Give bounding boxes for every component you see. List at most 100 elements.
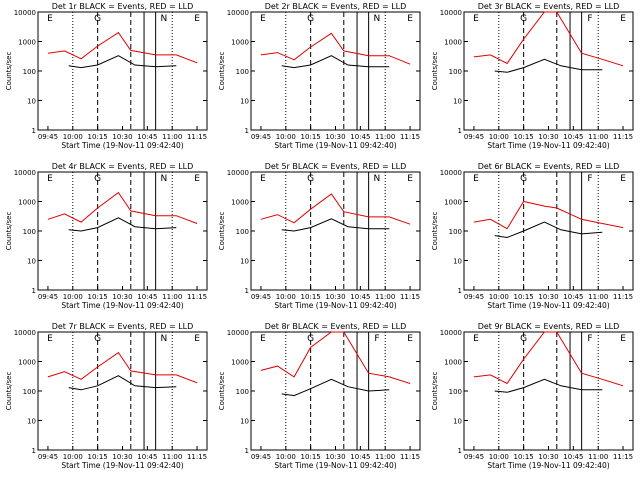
lld-series-line <box>473 331 624 387</box>
events-series-line <box>494 221 603 239</box>
plot-frame <box>463 331 634 451</box>
y-tick-label: 100 <box>236 68 249 76</box>
x-tick-label: 10:15 <box>301 293 321 301</box>
marker-label: N <box>374 14 381 24</box>
marker-label: E <box>260 174 266 184</box>
x-tick-label: 10:45 <box>563 293 583 301</box>
panel-title: Det 7r BLACK = Events, RED = LLD <box>52 322 194 331</box>
x-tick-label: 11:15 <box>400 133 420 141</box>
y-tick-label: 1000 <box>444 39 462 47</box>
x-tick-label: 10:30 <box>325 453 345 461</box>
y-tick-label: 1000 <box>444 359 462 367</box>
x-tick-label: 10:30 <box>538 133 558 141</box>
x-tick-label: 10:30 <box>325 133 345 141</box>
plot-frame <box>250 331 421 451</box>
x-tick-label: 10:45 <box>137 453 157 461</box>
marker-label: G <box>520 334 527 344</box>
y-tick-label: 10000 <box>14 169 36 177</box>
y-tick-label: 100 <box>449 388 462 396</box>
marker-label: E <box>260 14 266 24</box>
x-tick-label: 10:00 <box>276 133 296 141</box>
x-tick-label: 11:00 <box>375 453 395 461</box>
marker-label: E <box>620 334 626 344</box>
x-tick-label: 11:00 <box>162 293 182 301</box>
y-tick-label: 10000 <box>440 169 462 177</box>
lld-series-line <box>260 32 411 65</box>
x-axis-label: Start Time (19-Nov-11 09:42:40) <box>487 461 609 470</box>
x-tick-label: 09:45 <box>38 133 58 141</box>
lld-series-line <box>47 31 198 64</box>
events-series-line <box>281 378 390 397</box>
x-axis-label: Start Time (19-Nov-11 09:42:40) <box>61 141 183 150</box>
events-series-line <box>281 218 390 232</box>
marker-label: E <box>194 174 200 184</box>
x-tick-label: 10:00 <box>489 293 509 301</box>
x-tick-label: 11:00 <box>588 293 608 301</box>
y-axis-label: Counts/sec <box>218 372 226 411</box>
x-tick-label: 11:00 <box>588 133 608 141</box>
y-tick-label: 1 <box>245 287 249 295</box>
y-tick-label: 10000 <box>227 169 249 177</box>
marker-label: E <box>260 334 266 344</box>
x-tick-label: 10:15 <box>514 133 534 141</box>
lld-series-line <box>473 200 624 230</box>
y-axis-label: Counts/sec <box>5 52 13 91</box>
x-tick-label: 09:45 <box>464 293 484 301</box>
y-tick-label: 1 <box>32 447 36 455</box>
x-tick-label: 10:15 <box>514 453 534 461</box>
marker-label: E <box>194 334 200 344</box>
marker-label: E <box>407 14 413 24</box>
chart-panel: Det 9r BLACK = Events, RED = LLD 1 10 100 10… <box>431 322 634 470</box>
x-tick-label: 11:15 <box>187 293 207 301</box>
events-series-line <box>68 55 177 69</box>
x-tick-label: 10:45 <box>350 133 370 141</box>
x-tick-label: 11:00 <box>375 133 395 141</box>
x-tick-label: 10:30 <box>112 133 132 141</box>
x-tick-label: 10:45 <box>137 133 157 141</box>
x-tick-label: 10:15 <box>88 453 108 461</box>
chart-panel: Det 5r BLACK = Events, RED = LLD 1 10 100 10… <box>218 162 421 310</box>
y-tick-label: 100 <box>23 388 36 396</box>
y-tick-label: 1000 <box>18 359 36 367</box>
y-tick-label: 10000 <box>440 329 462 337</box>
marker-label: G <box>307 174 314 184</box>
x-tick-label: 11:00 <box>588 453 608 461</box>
y-tick-label: 10 <box>240 258 249 266</box>
y-tick-label: 10000 <box>14 9 36 17</box>
y-tick-label: 100 <box>449 228 462 236</box>
marker-label: F <box>587 14 592 24</box>
marker-label: E <box>194 14 200 24</box>
x-axis-label: Start Time (19-Nov-11 09:42:40) <box>274 461 396 470</box>
marker-label: E <box>407 174 413 184</box>
x-tick-label: 10:30 <box>112 453 132 461</box>
chart-panel: Det 7r BLACK = Events, RED = LLD 1 10 100 10… <box>5 322 208 470</box>
lld-series-line <box>260 193 411 225</box>
chart-panel: Det 3r BLACK = Events, RED = LLD 1 10 100 10… <box>431 2 634 150</box>
marker-label: E <box>473 334 479 344</box>
marker-label: E <box>620 174 626 184</box>
y-axis-label: Counts/sec <box>431 52 439 91</box>
y-tick-label: 10000 <box>14 329 36 337</box>
plot-frame <box>463 11 634 131</box>
x-tick-label: 09:45 <box>464 453 484 461</box>
marker-label: F <box>587 174 592 184</box>
x-tick-label: 11:00 <box>162 453 182 461</box>
y-axis-label: Counts/sec <box>431 212 439 251</box>
x-axis-label: Start Time (19-Nov-11 09:42:40) <box>487 141 609 150</box>
plot-frame <box>463 171 634 291</box>
x-axis-label: Start Time (19-Nov-11 09:42:40) <box>487 301 609 310</box>
panel-title: Det 6r BLACK = Events, RED = LLD <box>478 162 620 171</box>
x-tick-label: 11:15 <box>187 133 207 141</box>
x-tick-label: 10:00 <box>489 133 509 141</box>
panel-title: Det 2r BLACK = Events, RED = LLD <box>265 2 407 11</box>
y-tick-label: 100 <box>449 68 462 76</box>
events-series-line <box>281 55 390 69</box>
y-tick-label: 1000 <box>231 199 249 207</box>
x-tick-label: 11:00 <box>375 293 395 301</box>
x-tick-label: 09:45 <box>251 133 271 141</box>
y-tick-label: 10 <box>453 98 462 106</box>
y-tick-label: 1000 <box>18 39 36 47</box>
x-tick-label: 10:00 <box>276 453 296 461</box>
x-tick-label: 10:15 <box>301 453 321 461</box>
